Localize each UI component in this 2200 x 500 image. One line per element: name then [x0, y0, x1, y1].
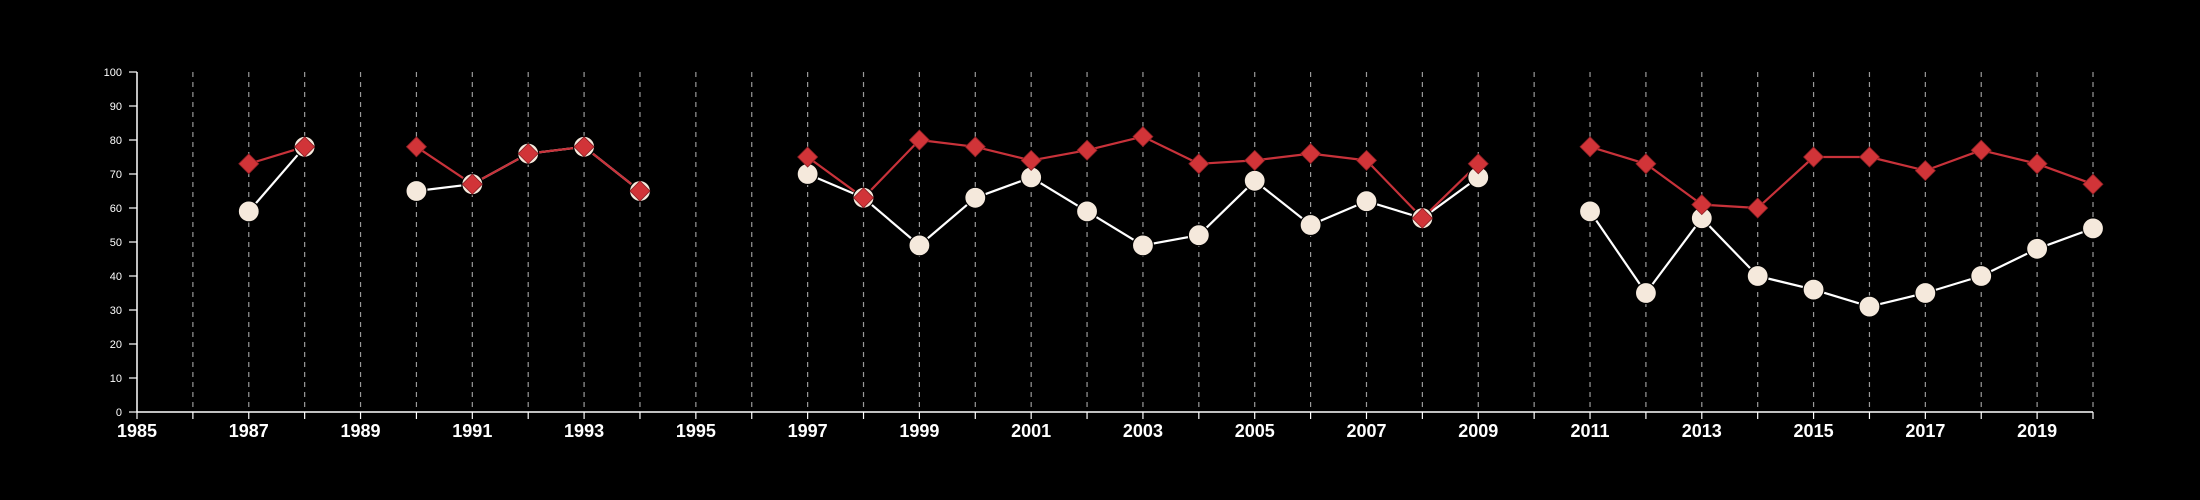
x-tick-label-1987: 1987 — [229, 421, 269, 441]
y-tick-label-80: 80 — [110, 135, 122, 147]
y-tick-label-40: 40 — [110, 271, 122, 283]
y-tick-label-50: 50 — [110, 237, 122, 249]
x-tick-label-2013: 2013 — [1682, 421, 1722, 441]
x-tick-label-2017: 2017 — [1905, 421, 1945, 441]
white_circles-point-2014 — [1746, 264, 1769, 288]
red_diamonds-point-1997 — [797, 146, 819, 168]
white_circles-point-2019 — [2026, 237, 2049, 260]
x-tick-label-2005: 2005 — [1235, 421, 1275, 441]
white_circles-point-1999 — [908, 234, 931, 257]
white_circles-point-1990 — [405, 179, 428, 203]
red_diamonds-point-1992 — [517, 143, 539, 165]
red_diamonds-point-1991 — [461, 173, 483, 195]
red_diamonds-point-1987 — [238, 153, 260, 175]
y-tick-label-60: 60 — [110, 203, 122, 215]
red_diamonds-point-2014 — [1747, 197, 1769, 219]
white_circles-point-2016 — [1858, 295, 1881, 318]
x-tick-label-2011: 2011 — [1570, 421, 1609, 441]
white_circles-point-2004 — [1187, 224, 1210, 247]
y-tick-label-10: 10 — [110, 373, 122, 385]
white_circles-line-segment-3 — [1589, 210, 2094, 308]
red_diamonds-point-2020 — [2082, 173, 2104, 195]
white_circles-point-2005 — [1243, 169, 1266, 192]
red_diamonds-point-1993 — [573, 136, 595, 158]
red_diamonds-point-2018 — [1970, 139, 1992, 161]
red_diamonds-point-1994 — [629, 180, 651, 202]
white_circles-point-2003 — [1131, 234, 1155, 257]
red_diamonds-point-2006 — [1300, 143, 1322, 165]
x-tick-label-2019: 2019 — [2017, 421, 2057, 441]
x-tick-label-2001: 2001 — [1011, 421, 1051, 441]
red_diamonds-point-2013 — [1691, 194, 1713, 216]
x-tick-label-1995: 1995 — [676, 421, 716, 441]
x-tick-label-1991: 1991 — [452, 421, 492, 441]
x-tick-label-1997: 1997 — [788, 421, 828, 441]
red_diamonds-point-2003 — [1132, 126, 1154, 148]
red_diamonds-point-2008 — [1411, 207, 1433, 229]
white_circles-point-2012 — [1634, 281, 1658, 305]
red_diamonds-point-2016 — [1858, 146, 1881, 168]
red_diamonds-point-2015 — [1803, 146, 1825, 168]
x-tick-label-2009: 2009 — [1458, 421, 1498, 441]
white_circles-point-2006 — [1299, 213, 1322, 237]
red_diamonds-point-2000 — [964, 136, 986, 158]
red_diamonds-point-2002 — [1076, 139, 1098, 161]
red_diamonds-line-segment-3 — [1589, 145, 2094, 210]
white_circles-point-2007 — [1355, 190, 1378, 213]
y-tick-label-20: 20 — [110, 339, 122, 351]
white_circles-point-2015 — [1802, 278, 1825, 301]
y-tick-label-0: 0 — [116, 407, 122, 419]
white_circles-point-2002 — [1075, 200, 1099, 223]
y-tick-label-70: 70 — [110, 169, 122, 181]
red_diamonds-point-2017 — [1914, 160, 1936, 182]
axes: 0 10 20 30 40 50 60 70 80 90 100 1985 1987 1989 1991 19… — [104, 67, 2094, 441]
white_circles-point-2017 — [1914, 281, 1937, 305]
white_circles-point-2011 — [1578, 200, 1602, 223]
white_circles-point-2020 — [2081, 217, 2105, 240]
x-tick-label-2007: 2007 — [1346, 421, 1386, 441]
x-tick-label-1985: 1985 — [117, 421, 157, 441]
red_diamonds-point-2011 — [1579, 136, 1601, 158]
white_circles-point-1987 — [237, 200, 260, 223]
white_circles-line-segment-0 — [247, 146, 306, 213]
red_diamonds-point-2019 — [2026, 153, 2048, 175]
white_circles-point-2018 — [1970, 264, 1993, 288]
x-tick-label-2015: 2015 — [1794, 421, 1834, 441]
x-tick-label-1989: 1989 — [341, 421, 381, 441]
red_diamonds-point-1990 — [405, 136, 427, 158]
white_circles-point-2000 — [964, 186, 987, 209]
red_diamonds-point-2007 — [1355, 149, 1378, 171]
grid-lines — [192, 72, 2094, 412]
y-tick-label-90: 90 — [110, 101, 122, 113]
red_diamonds-point-2009 — [1467, 153, 1489, 175]
x-tick-label-2003: 2003 — [1123, 421, 1163, 441]
red_diamonds-point-1999 — [908, 129, 930, 151]
series-group — [237, 126, 2105, 318]
red_diamonds-point-2001 — [1020, 149, 1042, 171]
red_diamonds-point-2005 — [1244, 149, 1266, 171]
y-tick-label-30: 30 — [110, 305, 122, 317]
red_diamonds-point-1998 — [852, 187, 875, 209]
x-tick-label-1993: 1993 — [564, 421, 604, 441]
red_diamonds-point-1988 — [294, 136, 316, 158]
y-tick-label-100: 100 — [104, 67, 122, 79]
x-tick-label-1999: 1999 — [899, 421, 939, 441]
red_diamonds-point-2012 — [1635, 153, 1657, 175]
red_diamonds-point-2004 — [1188, 153, 1210, 175]
